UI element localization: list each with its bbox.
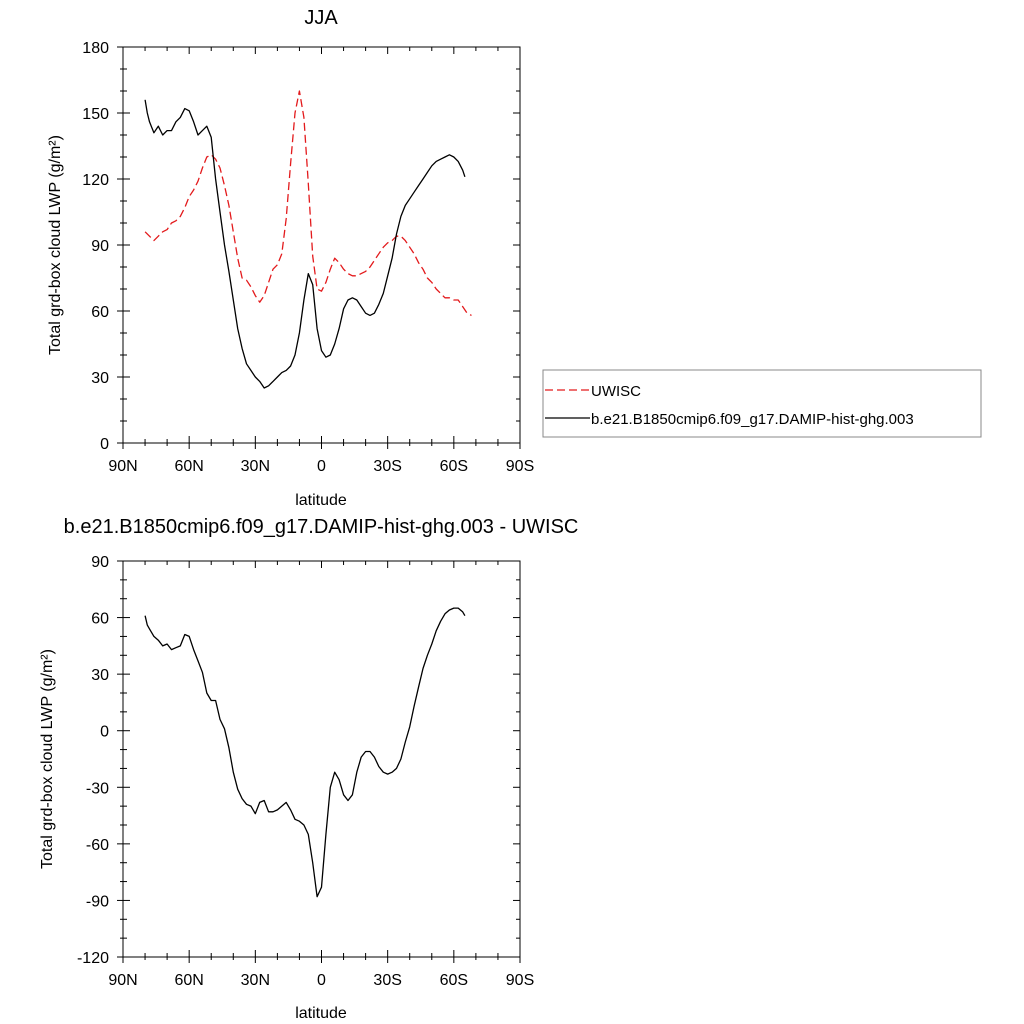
top-x-tick-label: 60N (174, 458, 203, 475)
top-y-axis-label: Total grd-box cloud LWP (g/m²) (47, 135, 64, 355)
top-x-tick-label: 90N (108, 458, 137, 475)
bottom-plot-frame (122, 560, 521, 958)
top-series (144, 90, 472, 389)
bottom-x-tick-label: 90S (506, 972, 534, 989)
bottom-chart: b.e21.B1850cmip6.f09_g17.DAMIP-hist-ghg.… (39, 516, 578, 1022)
legend-label-uwisc: UWISC (591, 383, 641, 400)
bottom-y-tick-label: 0 (100, 724, 109, 741)
top-x-tick-label: 0 (317, 458, 326, 475)
bottom-x-tick-label: 30N (241, 972, 270, 989)
top-y-tick-label: 30 (91, 370, 109, 387)
top-x-tick-label: 90S (506, 458, 534, 475)
bottom-y-tick-label: -60 (86, 837, 109, 854)
legend-label-model: b.e21.B1850cmip6.f09_g17.DAMIP-hist-ghg.… (591, 411, 914, 428)
top-chart: JJA 90N 60N 30N 0 30S 60S 90S 0 30 60 90 120 150 180… (47, 7, 982, 509)
legend-box (542, 369, 982, 438)
top-series-line-0 (144, 90, 472, 316)
bottom-y-tick-label: -90 (86, 893, 109, 910)
top-y-tick-label: 150 (82, 106, 109, 123)
bottom-x-tick-label: 90N (108, 972, 137, 989)
bottom-y-tick-label: -30 (86, 780, 109, 797)
bottom-y-ticks: -120 -90 -60 -30 0 30 60 90 (77, 554, 520, 967)
bottom-x-tick-label: 0 (317, 972, 326, 989)
top-y-tick-label: 120 (82, 172, 109, 189)
top-x-ticks: 90N 60N 30N 0 30S 60S 90S (108, 47, 534, 475)
bottom-x-tick-label: 60S (440, 972, 468, 989)
top-legend: UWISC b.e21.B1850cmip6.f09_g17.DAMIP-his… (542, 369, 982, 438)
top-y-ticks: 0 30 60 90 120 150 180 (82, 40, 520, 453)
bottom-y-tick-label: 60 (91, 611, 109, 628)
top-x-tick-label: 30S (373, 458, 401, 475)
top-x-tick-label: 60S (440, 458, 468, 475)
top-plot-frame (122, 46, 521, 444)
top-x-tick-label: 30N (241, 458, 270, 475)
top-y-tick-label: 0 (100, 436, 109, 453)
bottom-y-tick-label: 30 (91, 667, 109, 684)
bottom-chart-title: b.e21.B1850cmip6.f09_g17.DAMIP-hist-ghg.… (64, 516, 579, 538)
top-x-axis-label: latitude (295, 492, 347, 509)
bottom-series (144, 607, 466, 898)
top-y-tick-label: 180 (82, 40, 109, 57)
bottom-x-tick-label: 30S (373, 972, 401, 989)
bottom-x-axis-label: latitude (295, 1005, 347, 1022)
bottom-y-tick-label: 90 (91, 554, 109, 571)
bottom-series-line-0 (144, 607, 466, 898)
bottom-y-axis-label: Total grd-box cloud LWP (g/m²) (39, 649, 56, 869)
top-y-tick-label: 60 (91, 304, 109, 321)
bottom-x-tick-label: 60N (174, 972, 203, 989)
bottom-y-tick-label: -120 (77, 950, 109, 967)
top-y-tick-label: 90 (91, 238, 109, 255)
top-series-line-1 (144, 99, 466, 389)
bottom-x-ticks: 90N 60N 30N 0 30S 60S 90S (108, 561, 534, 989)
top-chart-title: JJA (304, 7, 338, 29)
